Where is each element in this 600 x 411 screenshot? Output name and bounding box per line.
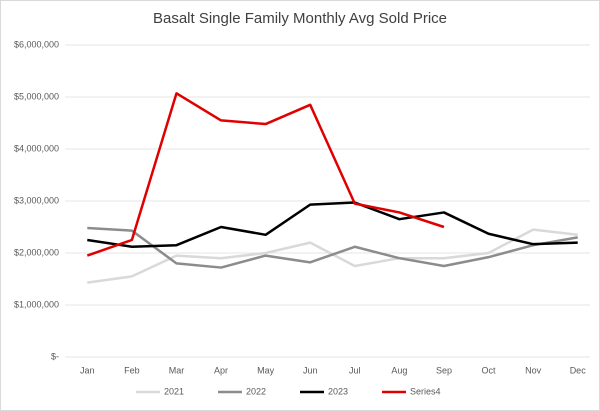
x-tick-label: Jan (80, 365, 95, 375)
chart-title: Basalt Single Family Monthly Avg Sold Pr… (153, 10, 447, 27)
x-tick-label: Jun (303, 365, 318, 375)
legend-label: 2021 (164, 386, 184, 396)
x-tick-label: Feb (124, 365, 140, 375)
x-tick-label: Aug (391, 365, 407, 375)
series-line (87, 226, 578, 269)
series-line (87, 201, 578, 249)
x-tick-label: Mar (169, 365, 185, 375)
x-tick-label: Jul (349, 365, 361, 375)
y-tick-label: $6,000,000 (14, 39, 59, 49)
legend-label: 2023 (328, 386, 348, 396)
y-tick-label: $3,000,000 (14, 195, 59, 205)
x-tick-label: Oct (482, 365, 497, 375)
x-tick-label: May (257, 365, 275, 375)
y-tick-label: $2,000,000 (14, 247, 59, 257)
y-tick-label: $4,000,000 (14, 143, 59, 153)
x-tick-label: Apr (214, 365, 228, 375)
x-tick-label: Nov (525, 365, 542, 375)
y-tick-label: $- (51, 351, 59, 361)
legend-label: Series4 (410, 386, 441, 396)
y-tick-label: $5,000,000 (14, 91, 59, 101)
legend-label: 2022 (246, 386, 266, 396)
y-tick-label: $1,000,000 (14, 299, 59, 309)
x-tick-label: Dec (570, 365, 587, 375)
x-tick-label: Sep (436, 365, 452, 375)
series-line (86, 92, 445, 257)
